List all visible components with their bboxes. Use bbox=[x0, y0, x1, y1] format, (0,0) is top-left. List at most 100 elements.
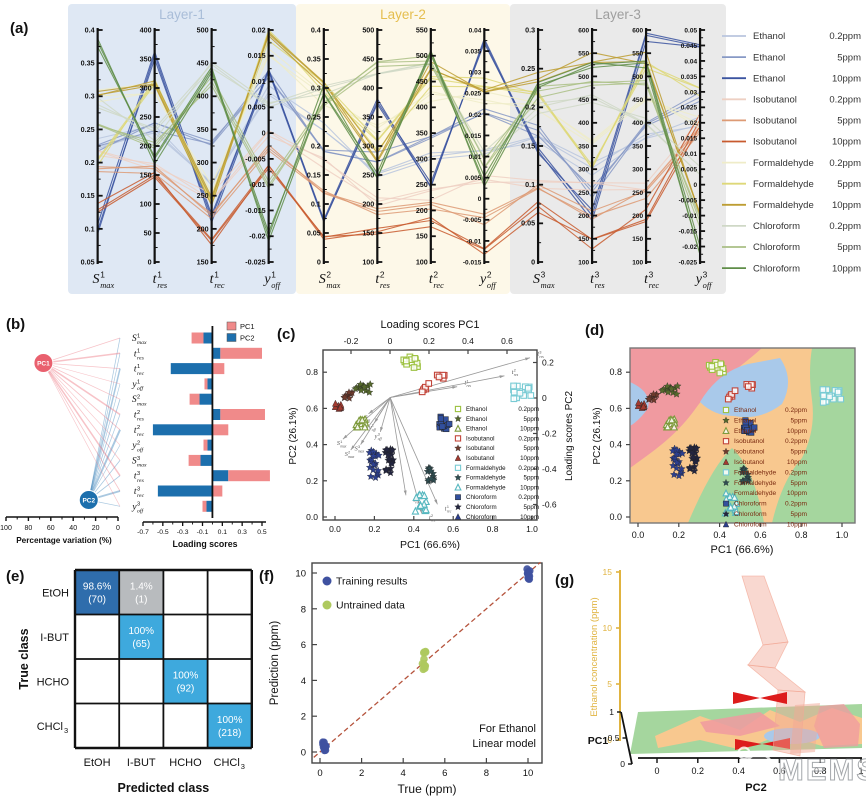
marker-triangle-open bbox=[725, 492, 734, 501]
legend-name: Formaldehyde bbox=[466, 484, 506, 491]
marker-triangle-open bbox=[353, 422, 362, 431]
marker-triangle-open bbox=[422, 505, 430, 514]
bar-pc2 bbox=[157, 485, 213, 497]
marker-square-open bbox=[527, 392, 535, 399]
tick-label: 200 bbox=[578, 213, 589, 220]
series-line bbox=[97, 126, 701, 220]
text-label: rec bbox=[415, 500, 420, 504]
legend-conc: 0.2ppm bbox=[785, 438, 808, 445]
cluster-ethanol-10ppm bbox=[662, 414, 679, 431]
series-line bbox=[97, 131, 701, 219]
ribbon-red-funnel-left bbox=[733, 692, 760, 704]
text-label: rec bbox=[433, 281, 444, 290]
tick-label: 0.6 bbox=[754, 530, 767, 540]
text-label: 1 bbox=[447, 505, 449, 509]
tick-label: 0.04 bbox=[684, 58, 697, 65]
cluster-formaldehyde-5ppm bbox=[738, 464, 753, 486]
tick-label: 0 bbox=[388, 336, 393, 346]
tick-label: -0.005 bbox=[245, 154, 265, 163]
tick-label: -0.01 bbox=[466, 238, 481, 245]
marker-star bbox=[649, 390, 658, 398]
tick-label: 250 bbox=[578, 190, 589, 197]
tick-label: -0.01 bbox=[249, 180, 265, 189]
marker-star bbox=[366, 380, 375, 388]
legend-name: Formaldehyde bbox=[466, 475, 506, 482]
tick-label: 0.15 bbox=[81, 191, 95, 200]
tick-label: 4 bbox=[301, 676, 306, 687]
text-label: 2 bbox=[487, 270, 492, 280]
bar-pc1 bbox=[202, 500, 207, 512]
x-axis-label: True (ppm) bbox=[398, 782, 457, 796]
tick-label: 400 bbox=[632, 120, 643, 127]
marker-square-open bbox=[402, 357, 410, 365]
text-label: 3 bbox=[358, 445, 360, 449]
tick-label: 200 bbox=[416, 206, 428, 215]
marker-square bbox=[742, 419, 749, 426]
tick-label: 150 bbox=[197, 257, 209, 266]
tick-label: -0.3 bbox=[177, 529, 189, 536]
marker-square-open bbox=[516, 389, 524, 397]
tick-label: 0.2 bbox=[609, 476, 622, 486]
data-dot bbox=[524, 573, 532, 582]
tick-label: 200 bbox=[632, 213, 643, 220]
tick-label: 0.6 bbox=[306, 403, 318, 413]
tick-label: 2 bbox=[359, 768, 364, 779]
text-label: max bbox=[137, 463, 147, 469]
tick-label: 200 bbox=[197, 224, 209, 233]
marker-square-open bbox=[454, 435, 462, 442]
tick-label: 350 bbox=[197, 125, 209, 134]
text-label: off bbox=[137, 446, 144, 453]
data-dot bbox=[319, 738, 327, 746]
legend-label: Training results bbox=[336, 576, 407, 588]
text-label: S bbox=[93, 272, 100, 287]
bar-pc2 bbox=[212, 409, 221, 420]
matrix-cell bbox=[207, 703, 252, 748]
legend-name: Chloroform bbox=[753, 221, 800, 232]
ribbon-red-funnel-right bbox=[760, 692, 787, 704]
legend-conc: 5ppm bbox=[837, 116, 861, 127]
text-label: t bbox=[445, 505, 447, 512]
marker-triangle bbox=[722, 458, 730, 465]
tick-label: 0 bbox=[317, 768, 322, 779]
legend-label: PC1 bbox=[240, 322, 255, 331]
legend-conc: 5ppm bbox=[791, 417, 808, 424]
marker-star bbox=[686, 443, 695, 452]
tick-label: 0.2 bbox=[368, 524, 380, 534]
cluster-isobutanol-10ppm bbox=[634, 398, 648, 411]
floor-pink bbox=[700, 712, 780, 736]
marker-square-open bbox=[510, 388, 518, 396]
tick-label: 0 bbox=[607, 735, 612, 745]
bar-pc1 bbox=[191, 332, 204, 344]
text-label: S bbox=[319, 272, 326, 287]
marker-triangle-open bbox=[722, 426, 730, 434]
marker-star bbox=[677, 464, 686, 473]
marker-triangle-open bbox=[360, 422, 369, 431]
marker-star bbox=[645, 395, 654, 403]
text-label: y bbox=[374, 433, 378, 440]
marker-square-open bbox=[510, 382, 517, 390]
tick-label: -0.2 bbox=[344, 336, 359, 346]
cluster-isobutanol-0.2ppm bbox=[418, 380, 433, 396]
floor-plane bbox=[630, 703, 862, 754]
tick-label: 0 bbox=[620, 759, 625, 769]
layer-title: Layer-2 bbox=[380, 7, 426, 22]
tick-label: 0.15 bbox=[307, 170, 321, 179]
text-label: 1 bbox=[137, 333, 140, 339]
panel-c-points bbox=[331, 353, 535, 515]
bar-pc2 bbox=[207, 378, 213, 390]
text-label: S bbox=[132, 395, 137, 405]
bar-pc1 bbox=[189, 393, 200, 405]
legend-name: Ethanol bbox=[753, 52, 785, 63]
fan-line bbox=[43, 362, 121, 446]
text-label: 1 bbox=[137, 364, 140, 370]
tick-label: 0.025 bbox=[681, 105, 698, 112]
panel-a: Layer-1 Layer-2 Layer-30.050.10.150.20.250… bbox=[68, 4, 861, 294]
cluster-chloroform-10ppm bbox=[381, 445, 398, 477]
cluster-chloroform-10ppm bbox=[685, 443, 702, 475]
cluster-chloroform-0.2ppm bbox=[436, 413, 453, 433]
marker-star bbox=[658, 386, 667, 395]
